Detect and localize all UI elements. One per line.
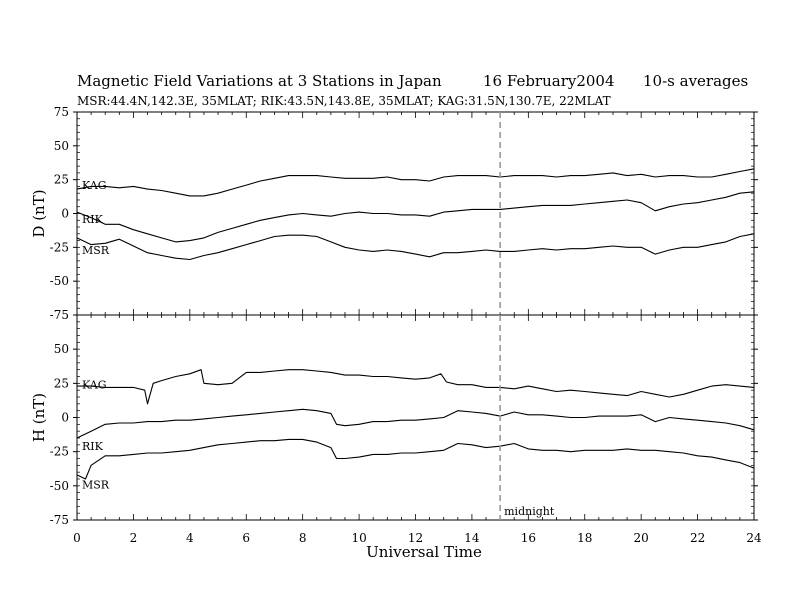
x-tick-label: 24: [746, 531, 762, 545]
y-tick-label-d: 50: [54, 139, 69, 153]
series-label-d-msr: MSR: [82, 244, 110, 257]
title-text: Magnetic Field Variations at 3 Stations …: [77, 72, 442, 90]
y-tick-label-d: -50: [50, 274, 69, 288]
x-tick-label: 4: [186, 531, 194, 545]
y-axis-label-h: H (nT): [30, 393, 48, 442]
y-tick-label-h: 50: [54, 342, 69, 356]
plot-frame-d: [76, 111, 755, 316]
series-label-h-kag: KAG: [82, 379, 107, 392]
series-line-d-msr: [76, 233, 755, 261]
series-label-d-rik: RIK: [82, 213, 104, 226]
date-text: 16 February2004: [483, 72, 615, 90]
x-tick-label: 0: [73, 531, 81, 545]
midnight-label: midnight: [504, 505, 555, 518]
y-tick-label-d: -75: [50, 308, 69, 322]
series-label-d-kag: KAG: [82, 179, 107, 192]
y-tick-label-h: -25: [50, 445, 69, 459]
y-tick-label-h: -50: [50, 479, 69, 493]
x-tick-label: 14: [464, 531, 480, 545]
x-axis-label: Universal Time: [366, 543, 482, 561]
plot-frame-h: [76, 314, 755, 521]
x-tick-label: 22: [690, 531, 705, 545]
y-tick-label-h: -75: [50, 513, 69, 527]
x-tick-label: 10: [351, 531, 366, 545]
series-label-h-msr: MSR: [82, 478, 110, 491]
station-coordinates: MSR:44.4N,142.3E, 35MLAT; RIK:43.5N,143.…: [77, 94, 611, 108]
y-axis-label-d: D (nT): [30, 189, 48, 237]
x-tick-label: 16: [521, 531, 536, 545]
x-tick-label: 6: [242, 531, 250, 545]
series-label-h-rik: RIK: [82, 440, 104, 453]
x-tick-label: 8: [299, 531, 307, 545]
y-tick-label-d: 75: [54, 105, 69, 119]
series-line-h-msr: [76, 438, 755, 480]
x-tick-label: 12: [408, 531, 423, 545]
x-tick-label: 20: [634, 531, 649, 545]
x-tick-label: 18: [577, 531, 592, 545]
series-line-d-kag: [76, 168, 755, 197]
y-tick-label-d: -25: [50, 240, 69, 254]
chart-title: Magnetic Field Variations at 3 Stations …: [77, 72, 757, 92]
series-line-d-rik: [76, 191, 755, 243]
y-tick-label-h: 25: [54, 376, 69, 390]
y-tick-label-h: 0: [61, 411, 69, 425]
series-line-h-kag: [77, 369, 755, 405]
y-tick-label-d: 25: [54, 173, 69, 187]
averaging-text: 10-s averages: [643, 72, 749, 90]
y-tick-label-d: 0: [61, 207, 69, 221]
x-tick-label: 2: [130, 531, 138, 545]
series-line-h-rik: [76, 408, 755, 439]
